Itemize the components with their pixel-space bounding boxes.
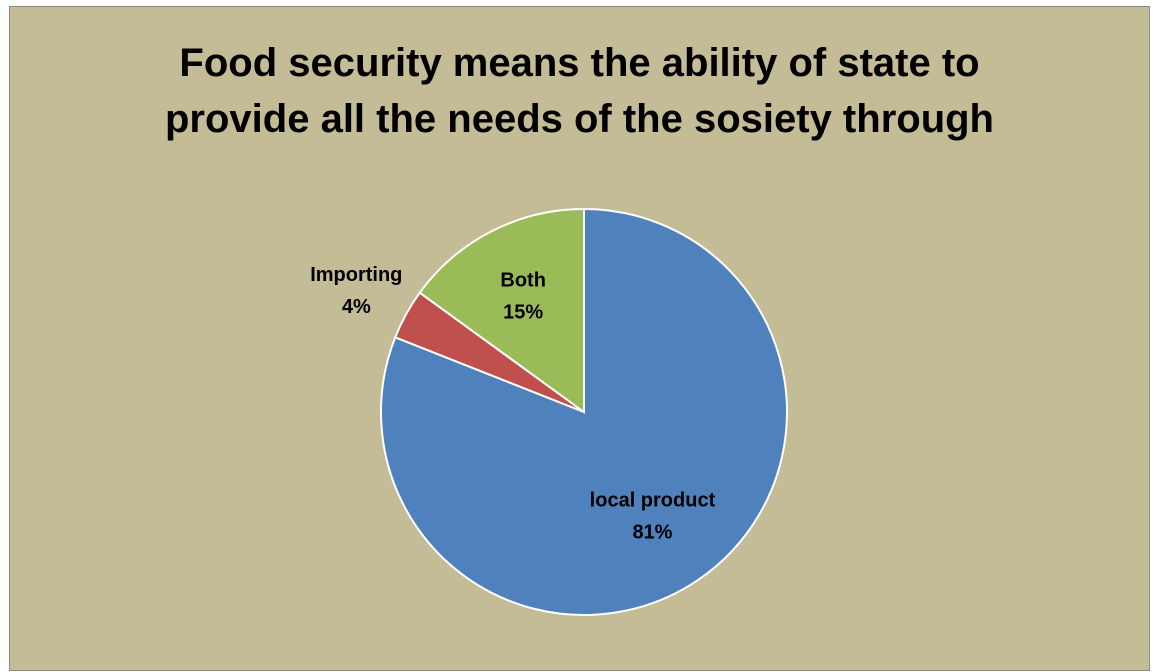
pie-slices [380, 207, 788, 616]
pie-label-both: Both 15% [500, 270, 546, 324]
chart-area: Food security means the ability of state… [9, 6, 1150, 671]
pie-labels: local product 81% Importing 4% Both 15% [310, 264, 715, 544]
pie-label-importing: Importing 4% [310, 264, 402, 318]
pie-label-local-product: local product 81% [590, 490, 716, 544]
pie-slice-both [418, 207, 585, 414]
chart-title: Food security means the ability of state… [164, 41, 994, 141]
pie-chart: local product 81% Importing 4% Both 15% [310, 207, 788, 616]
